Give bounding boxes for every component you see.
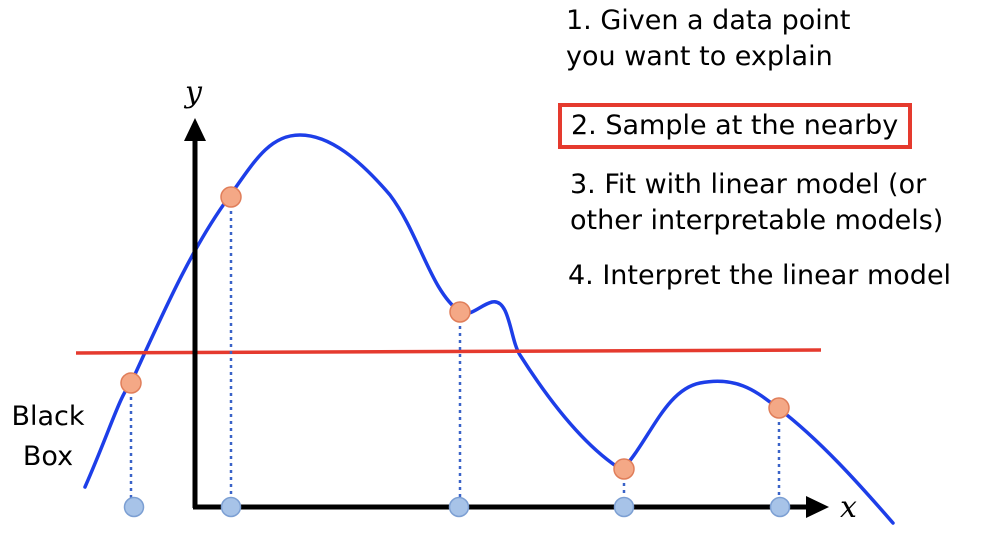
step-2-line-1: 2. Sample at the nearby — [571, 110, 899, 141]
black-box-label-line: Box — [22, 441, 74, 472]
curve-sample-point — [220, 186, 242, 208]
axis-sample-point — [220, 496, 242, 518]
y-axis-label: y — [183, 75, 203, 110]
step-3-line-1: 3. Fit with linear model (or — [570, 169, 927, 200]
black-box-label: Black Box — [8, 397, 88, 477]
x-axis-arrow — [806, 496, 829, 518]
curve-sample-point — [120, 372, 142, 394]
curve-sample-point — [768, 397, 790, 419]
curve-sample-point — [449, 301, 471, 323]
axis-sample-point — [448, 496, 470, 518]
step-3: 3. Fit with linear model (or other inter… — [570, 167, 943, 239]
curve-sample-point — [613, 458, 635, 480]
black-box-label-line: Black — [11, 401, 85, 432]
step-4: 4. Interpret the linear model — [568, 258, 951, 294]
axis-sample-point — [769, 496, 791, 518]
axis-sample-point — [613, 496, 635, 518]
axis-sample-point — [123, 496, 145, 518]
linear-fit-line — [75, 348, 822, 355]
projection-lines — [129, 197, 781, 507]
step-2-highlighted: 2. Sample at the nearby — [558, 103, 913, 149]
x-axis-label: x — [840, 490, 857, 525]
step-1-line-1: 1. Given a data point — [566, 5, 851, 36]
step-1-line-2: you want to explain — [566, 41, 833, 72]
step-4-line-1: 4. Interpret the linear model — [568, 260, 952, 291]
step-3-line-2: other interpretable models) — [570, 205, 944, 236]
y-axis-arrow — [184, 118, 206, 141]
step-1: 1. Given a data point you want to explai… — [566, 3, 850, 75]
